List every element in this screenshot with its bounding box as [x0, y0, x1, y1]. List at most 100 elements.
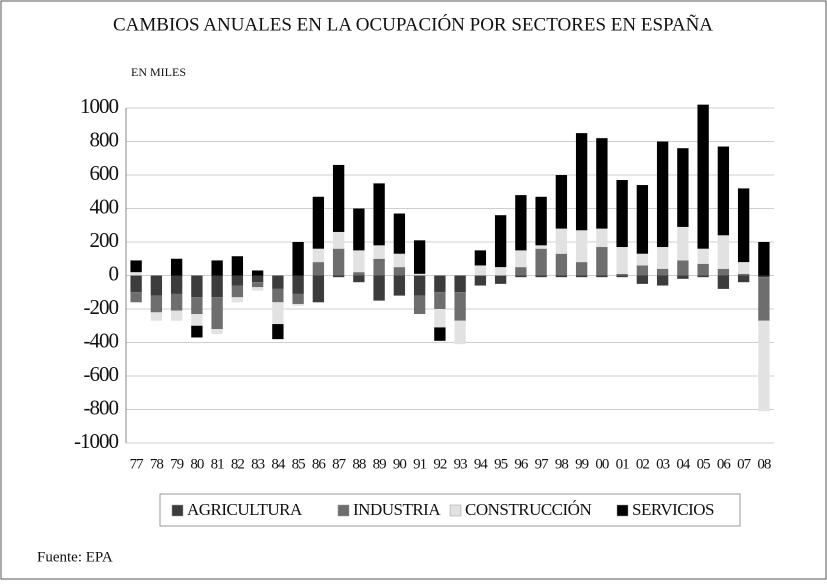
x-tick-label: 98 — [555, 456, 569, 472]
bar-segment — [454, 275, 466, 293]
x-tick-label: 78 — [150, 456, 164, 472]
bar-segment — [332, 248, 345, 276]
bar-segment — [170, 293, 183, 311]
bar-segment — [292, 275, 304, 294]
bar-segment — [616, 275, 628, 278]
bar-segment — [575, 262, 588, 276]
bar-segment — [413, 275, 426, 296]
bar-segment — [737, 275, 750, 283]
bar-segment — [231, 285, 244, 298]
x-tick-label: 81 — [211, 456, 225, 472]
bar-segment — [170, 258, 183, 276]
x-tick-label: 00 — [595, 456, 609, 472]
legend-swatch — [337, 504, 350, 517]
legend-label: SERVICIOS — [632, 500, 714, 519]
bar-segment — [413, 240, 426, 274]
bar-segment — [332, 231, 345, 249]
x-tick-label: 08 — [757, 456, 771, 472]
bar-segment — [211, 297, 223, 330]
bar-segment — [474, 275, 487, 286]
bar-segment — [737, 273, 750, 276]
x-tick-label: 77 — [130, 456, 145, 472]
x-tick-label: 96 — [514, 456, 529, 472]
source: Fuente: EPA — [37, 549, 113, 565]
bar-segment — [555, 253, 568, 276]
legend-swatch — [449, 504, 462, 517]
bar-segment — [758, 242, 770, 276]
bar-segment — [353, 272, 365, 276]
bar-segment — [697, 275, 709, 278]
bar-segment — [434, 309, 446, 328]
bar-segment — [575, 275, 588, 278]
bar-segment — [474, 265, 487, 276]
bar-segment — [656, 141, 669, 248]
bar-segment — [272, 324, 284, 340]
bar-segment — [332, 275, 345, 278]
bar-segment — [515, 250, 527, 268]
bar-segment — [717, 146, 730, 236]
bar-segment — [170, 310, 183, 321]
bar-segment — [555, 275, 568, 278]
bar-segment — [353, 250, 365, 273]
bar-segment — [616, 247, 628, 274]
bar-segment — [494, 275, 507, 284]
bar-segment — [231, 297, 244, 303]
bar-segment — [677, 275, 689, 279]
bar-segment — [596, 138, 608, 229]
chart-title: CAMBIOS ANUALES EN LA OCUPACIÓN POR SECT… — [113, 13, 713, 35]
bar-segment — [717, 235, 730, 269]
y-tick-label: 0 — [109, 261, 119, 285]
bar-segment — [494, 267, 507, 276]
bar-segment — [515, 267, 527, 276]
bar-segment — [413, 273, 426, 276]
bar-segment — [717, 275, 730, 289]
bar-segment — [535, 245, 547, 249]
x-tick-label: 07 — [737, 456, 752, 472]
x-tick-label: 95 — [494, 456, 508, 472]
bar-segment — [312, 275, 325, 303]
bar-segment — [353, 275, 365, 283]
bar-segment — [272, 288, 284, 303]
y-tick-label: -1000 — [74, 429, 118, 453]
bar-segment — [758, 320, 770, 412]
bar-segment — [393, 275, 406, 296]
bar-segment — [596, 275, 608, 278]
bar-segment — [373, 183, 385, 246]
bar-segment — [616, 273, 628, 276]
bar-segment — [191, 275, 203, 298]
bar-segment — [535, 248, 547, 276]
bar-segment — [251, 270, 264, 276]
bar-segment — [150, 295, 163, 313]
bar-segment — [191, 297, 203, 315]
y-tick-label: 400 — [90, 194, 119, 218]
y-tick-label: -600 — [84, 362, 119, 386]
y-axis-label: EN MILES — [131, 65, 186, 79]
bar-segment — [312, 196, 325, 249]
bar-segment — [596, 247, 608, 276]
x-tick-label: 04 — [676, 456, 691, 472]
bar-segment — [555, 175, 568, 229]
bar-segment — [150, 312, 163, 321]
x-tick-label: 91 — [413, 456, 427, 472]
y-tick-label: -400 — [84, 328, 119, 352]
x-tick-label: 90 — [393, 456, 407, 472]
bar-segment — [211, 275, 223, 298]
x-tick-label: 86 — [312, 456, 327, 472]
bar-segment — [373, 258, 385, 276]
x-tick-label: 79 — [170, 456, 184, 472]
bar-segment — [312, 262, 325, 276]
bar-segment — [656, 268, 669, 276]
bar-segment — [636, 185, 649, 254]
y-tick-label: 1000 — [80, 94, 119, 118]
x-tick-label: 01 — [616, 456, 630, 472]
legend-label: CONSTRUCCIÓN — [465, 500, 591, 519]
bar-segment — [130, 260, 142, 273]
bar-segment — [353, 208, 365, 251]
bar-segment — [292, 293, 304, 304]
x-tick-label: 82 — [231, 456, 245, 472]
bar-segment — [231, 275, 244, 286]
x-tick-label: 89 — [373, 456, 387, 472]
bar-segment — [575, 133, 588, 231]
bar-segment — [636, 253, 649, 266]
